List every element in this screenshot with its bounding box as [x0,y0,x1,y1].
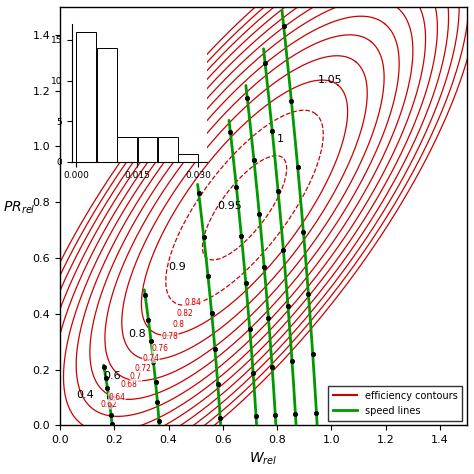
Point [237,232,245,240]
Point [104,384,111,392]
Point [244,94,251,102]
Point [216,414,224,422]
Point [105,393,113,401]
Point [150,358,157,366]
Point [249,369,257,377]
Text: 0.74: 0.74 [142,354,159,363]
Point [288,98,295,105]
Point [255,210,263,218]
Point [242,279,250,287]
Text: 0.76: 0.76 [152,344,169,353]
X-axis label: $W_{rel}$: $W_{rel}$ [249,451,278,467]
Point [152,379,159,386]
Point [252,412,260,420]
Point [106,402,114,410]
Point [211,345,219,353]
Text: 0.7: 0.7 [130,372,142,381]
Point [145,316,152,323]
Point [250,156,258,164]
Point [292,410,299,418]
Point [154,398,161,406]
Point [268,128,276,135]
Point [272,411,279,419]
Point [108,420,116,428]
Text: 0.8: 0.8 [128,329,146,339]
Text: 1.05: 1.05 [318,75,342,85]
Text: 0.8: 0.8 [172,320,184,329]
Text: 1: 1 [277,134,284,144]
Point [100,364,108,371]
Point [246,325,254,333]
Point [309,350,317,358]
Point [313,409,320,417]
Point [284,302,292,310]
Point [261,59,269,66]
Point [102,374,109,382]
Point [280,246,287,254]
Text: 0.84: 0.84 [184,298,201,307]
Point [288,357,296,365]
Point [274,188,282,195]
Legend: efficiency contours, speed lines: efficiency contours, speed lines [328,386,462,420]
Text: 0.6: 0.6 [103,371,121,381]
Point [233,183,240,191]
Text: 0.68: 0.68 [121,381,137,390]
Point [264,314,272,321]
Point [260,263,268,271]
Text: 0.78: 0.78 [162,332,178,341]
Point [305,290,312,298]
Text: 0.9: 0.9 [169,262,186,272]
Point [200,234,208,241]
Point [204,272,212,280]
Text: 0.64: 0.64 [109,393,126,402]
Point [107,411,115,419]
Point [294,164,301,171]
Y-axis label: $PR_{rel}$: $PR_{rel}$ [3,200,36,216]
Point [195,190,202,197]
Text: 0.95: 0.95 [218,201,242,210]
Point [227,128,234,136]
Point [208,309,215,317]
Point [155,418,163,425]
Text: 0.62: 0.62 [100,400,117,409]
Point [268,364,276,371]
Point [300,228,307,236]
Point [214,380,221,388]
Point [147,337,155,345]
Point [280,22,287,29]
Text: 0.82: 0.82 [176,310,193,319]
Point [141,291,149,299]
Text: 0.72: 0.72 [134,364,151,373]
Text: 0.4: 0.4 [76,390,94,400]
